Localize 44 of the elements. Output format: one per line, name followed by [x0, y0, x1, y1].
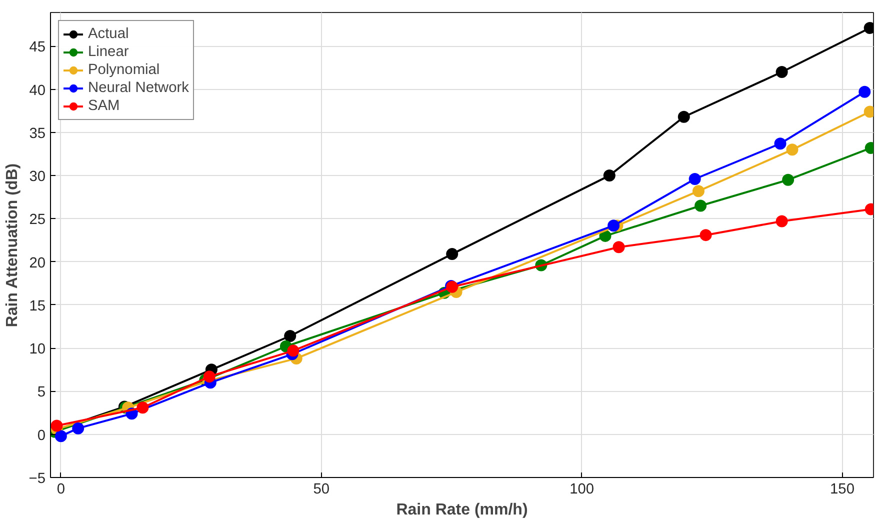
point — [284, 330, 296, 342]
y-axis-title: Rain Attenuation (dB) — [4, 163, 21, 328]
y-tick-label: 30 — [29, 169, 46, 186]
x-tick-label: 150 — [830, 482, 854, 498]
point — [700, 229, 712, 242]
legend-label: Actual — [88, 25, 129, 43]
x-tick-label: 0 — [56, 482, 65, 498]
point — [688, 173, 701, 185]
point — [678, 110, 690, 123]
point — [776, 215, 788, 228]
point — [608, 220, 620, 232]
point — [776, 66, 788, 78]
y-tick-label: −5 — [28, 471, 46, 487]
x-tick-label: 100 — [570, 482, 594, 498]
point — [774, 138, 786, 150]
point — [786, 144, 798, 156]
point — [446, 248, 458, 260]
point — [136, 402, 149, 414]
point — [54, 430, 67, 442]
y-tick-label: 0 — [37, 428, 46, 444]
y-tick-label: 10 — [29, 342, 46, 358]
point — [50, 420, 63, 432]
point — [612, 241, 625, 254]
y-tick-label: 45 — [29, 40, 46, 56]
point — [287, 344, 300, 357]
point — [692, 185, 704, 198]
point — [858, 86, 871, 98]
legend-label: Neural Network — [88, 79, 189, 97]
point — [203, 370, 216, 383]
point — [603, 170, 616, 182]
x-axis-title: Rain Rate (mm/h) — [396, 502, 528, 518]
legend-label: SAM — [88, 97, 120, 115]
y-tick-label: 5 — [37, 384, 46, 401]
point — [782, 174, 794, 186]
legend-label: Polynomial — [88, 61, 160, 79]
y-tick-label: 35 — [29, 126, 46, 142]
y-tick-label: 25 — [29, 212, 46, 228]
x-tick-label: 50 — [313, 482, 330, 498]
point — [694, 200, 707, 212]
y-tick-label: 20 — [29, 255, 46, 272]
y-tick-label: 15 — [29, 298, 46, 314]
legend-label: Linear — [88, 43, 129, 61]
point — [72, 422, 84, 434]
y-tick-label: 40 — [29, 82, 46, 99]
